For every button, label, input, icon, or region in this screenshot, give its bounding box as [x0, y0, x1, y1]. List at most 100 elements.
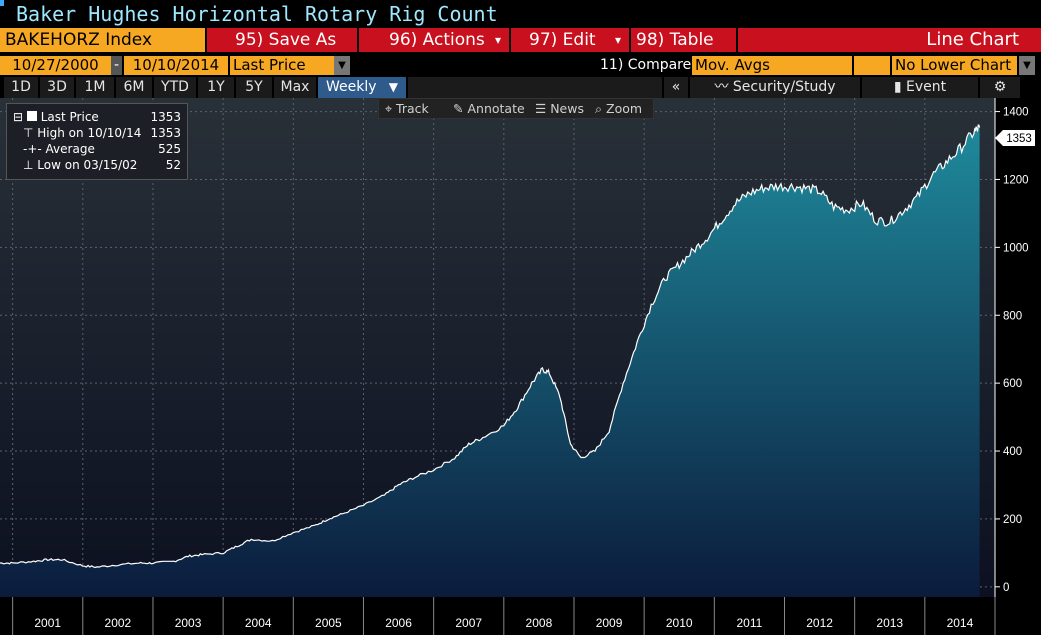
legend-average: -+- Average: [23, 142, 95, 156]
swatch-white: [26, 111, 37, 121]
date-separator: -: [111, 56, 122, 75]
end-date-field[interactable]: 10/10/2014: [124, 56, 228, 75]
low-marker-icon: ⊥: [23, 158, 34, 172]
x-tick-label: 2012: [806, 616, 833, 630]
last-value-tag: 1353: [995, 130, 1035, 146]
legend-label: High on 10/10/14: [37, 126, 142, 140]
legend-last-price[interactable]: ⊟ Last Price: [13, 110, 99, 124]
legend-box: ⊟ Last Price 1353 ⊤ High on 10/10/14 135…: [6, 103, 188, 180]
annotate-label: Annotate: [467, 101, 525, 116]
y-tick-label: 600: [1003, 378, 1022, 390]
legend-high: ⊤ High on 10/10/14: [23, 126, 141, 140]
edit-button[interactable]: 97) Edit ▾: [511, 28, 629, 52]
event-icon: ▮: [893, 79, 902, 95]
x-tick-label: 2002: [105, 616, 132, 630]
x-axis-band: [0, 597, 995, 635]
title-marker: [0, 0, 4, 6]
high-marker-icon: ⊤: [23, 126, 34, 140]
x-tick-label: 2009: [596, 616, 623, 630]
chart-toolbar: ⌖ Track ✎ Annotate ☰ News ⌕ Zoom: [378, 98, 654, 119]
legend-value: 1353: [150, 126, 181, 140]
x-tick-label: 2011: [737, 616, 763, 630]
compare-blank: [854, 56, 890, 75]
range-5y[interactable]: 5Y: [236, 77, 272, 98]
legend-low: ⊥ Low on 03/15/02: [23, 158, 137, 172]
y-tick-label: 400: [1003, 446, 1022, 458]
magnifier-icon: ⌕: [595, 101, 603, 116]
window-title: Baker Hughes Horizontal Rotary Rig Count: [16, 2, 498, 26]
range-max[interactable]: Max: [274, 77, 316, 98]
crosshair-icon: ⌖: [385, 101, 393, 116]
track-button[interactable]: ⌖ Track: [385, 101, 429, 117]
y-tick-label: 200: [1003, 514, 1022, 526]
news-icon: ☰: [535, 101, 547, 116]
chevron-down-icon: ▾: [494, 33, 501, 47]
x-tick-label: 2001: [34, 616, 61, 630]
start-date-field[interactable]: 10/27/2000: [0, 56, 111, 75]
collapse-icon[interactable]: ⊟: [13, 110, 24, 124]
x-tick-label: 2013: [876, 616, 903, 630]
y-tick-label: 800: [1003, 310, 1022, 322]
series-line: [0, 124, 981, 569]
gear-icon[interactable]: ⚙: [980, 77, 1020, 98]
average-marker-icon: -+-: [23, 142, 42, 156]
x-tick-label: 2007: [455, 616, 482, 630]
security-study-label: Security/Study: [732, 79, 836, 95]
zoom-label: Zoom: [606, 101, 643, 116]
x-tick-label: 2008: [526, 616, 553, 630]
pencil-icon: ✎: [453, 101, 464, 116]
chart-type-button[interactable]: Line Chart: [738, 28, 1041, 52]
range-1y[interactable]: 1Y: [198, 77, 234, 98]
x-tick-label: 2004: [245, 616, 272, 630]
range-3d[interactable]: 3D: [40, 77, 74, 98]
zoom-button[interactable]: ⌕ Zoom: [595, 101, 642, 117]
chevron-down-icon: ▼: [388, 80, 398, 94]
chevron-down-icon[interactable]: ▼: [334, 56, 350, 75]
security-study-button[interactable]: 〰 Security/Study: [690, 77, 860, 98]
chevron-down-icon[interactable]: ▼: [1019, 56, 1035, 75]
back-button[interactable]: «: [664, 77, 688, 98]
actions-button[interactable]: 96) Actions ▾: [359, 28, 509, 52]
y-tick-label: 1400: [1003, 107, 1029, 119]
frequency-label: Weekly: [326, 79, 377, 95]
table-button[interactable]: 98) Table: [631, 28, 736, 52]
security-study-icon: 〰: [714, 79, 729, 95]
range-1d[interactable]: 1D: [4, 77, 38, 98]
y-tick-label: 1000: [1003, 242, 1029, 254]
actions-label: 96) Actions: [389, 30, 485, 50]
annotate-button[interactable]: ✎ Annotate: [453, 101, 525, 116]
field-select[interactable]: Last Price: [230, 56, 334, 75]
legend-label: Last Price: [40, 110, 99, 124]
x-tick-label: 2014: [947, 616, 974, 630]
x-tick-label: 2005: [315, 616, 342, 630]
x-tick-label: 2006: [385, 616, 412, 630]
news-button[interactable]: ☰ News: [535, 101, 584, 116]
x-axis: 2001 2002 2003 2004 2005 2006 2007 2008 2009 2010…: [12, 597, 996, 635]
event-label: Event: [906, 79, 947, 95]
chevron-down-icon: ▾: [614, 33, 621, 47]
range-bar-spacer: [408, 77, 662, 98]
compare-label: 11) Compare: [600, 57, 692, 73]
track-label: Track: [396, 101, 429, 116]
area-fill: [0, 125, 980, 597]
x-tick-label: 2010: [666, 616, 693, 630]
ticker-field[interactable]: BAKEHORZ Index: [0, 28, 205, 52]
event-button[interactable]: ▮ Event: [862, 77, 978, 98]
range-1m[interactable]: 1M: [76, 77, 114, 98]
edit-label: 97) Edit: [529, 30, 596, 50]
frequency-select[interactable]: Weekly ▼: [318, 77, 406, 98]
range-6m[interactable]: 6M: [116, 77, 152, 98]
legend-label: Average: [45, 142, 95, 156]
x-tick-label: 2003: [175, 616, 202, 630]
save-as-button[interactable]: 95) Save As: [207, 28, 357, 52]
legend-value: 525: [158, 142, 181, 156]
range-ytd[interactable]: YTD: [154, 77, 196, 98]
y-axis: 0 200 400 600 800 1000 1200 1400: [994, 98, 1029, 597]
legend-value: 1353: [150, 110, 181, 124]
last-value-text: 1353: [1006, 133, 1032, 145]
compare-mov-avgs[interactable]: Mov. Avgs: [692, 56, 852, 75]
legend-value: 52: [165, 158, 181, 172]
lower-chart-select[interactable]: No Lower Chart: [892, 56, 1017, 75]
legend-label: Low on 03/15/02: [37, 158, 138, 172]
y-tick-label: 1200: [1003, 174, 1029, 186]
